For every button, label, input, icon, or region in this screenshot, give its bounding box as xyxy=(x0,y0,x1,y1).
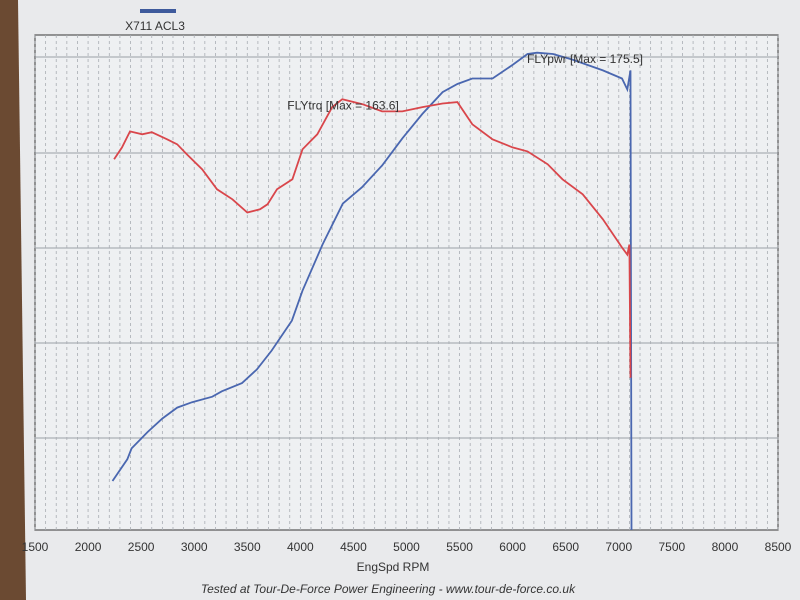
x-tick-label: 8500 xyxy=(765,540,792,554)
legend-swatch xyxy=(140,9,176,13)
chart-title: X711 ACL3 xyxy=(125,19,185,33)
series-label: FLYpwr [Max = 175.5] xyxy=(527,52,643,66)
x-tick-label: 1500 xyxy=(22,540,49,554)
x-tick-label: 4000 xyxy=(287,540,314,554)
x-tick-label: 6000 xyxy=(499,540,526,554)
x-tick-label: 3500 xyxy=(234,540,261,554)
x-tick-label: 2000 xyxy=(75,540,102,554)
x-tick-label: 5000 xyxy=(393,540,420,554)
line xyxy=(113,98,632,378)
x-tick-label: 4500 xyxy=(340,540,367,554)
x-tick-label: 6500 xyxy=(552,540,579,554)
x-tick-label: 5500 xyxy=(446,540,473,554)
x-axis-label: EngSpd RPM xyxy=(357,560,430,574)
x-tick-label: 2500 xyxy=(128,540,155,554)
x-tick-label: 3000 xyxy=(181,540,208,554)
x-tick-label: 8000 xyxy=(712,540,739,554)
series-label: FLYtrq [Max = 163.6] xyxy=(287,98,399,112)
footer: Tested at Tour-De-Force Power Engineerin… xyxy=(201,582,576,596)
line xyxy=(111,51,633,531)
x-tick-label: 7500 xyxy=(659,540,686,554)
x-tick-label: 7000 xyxy=(605,540,632,554)
